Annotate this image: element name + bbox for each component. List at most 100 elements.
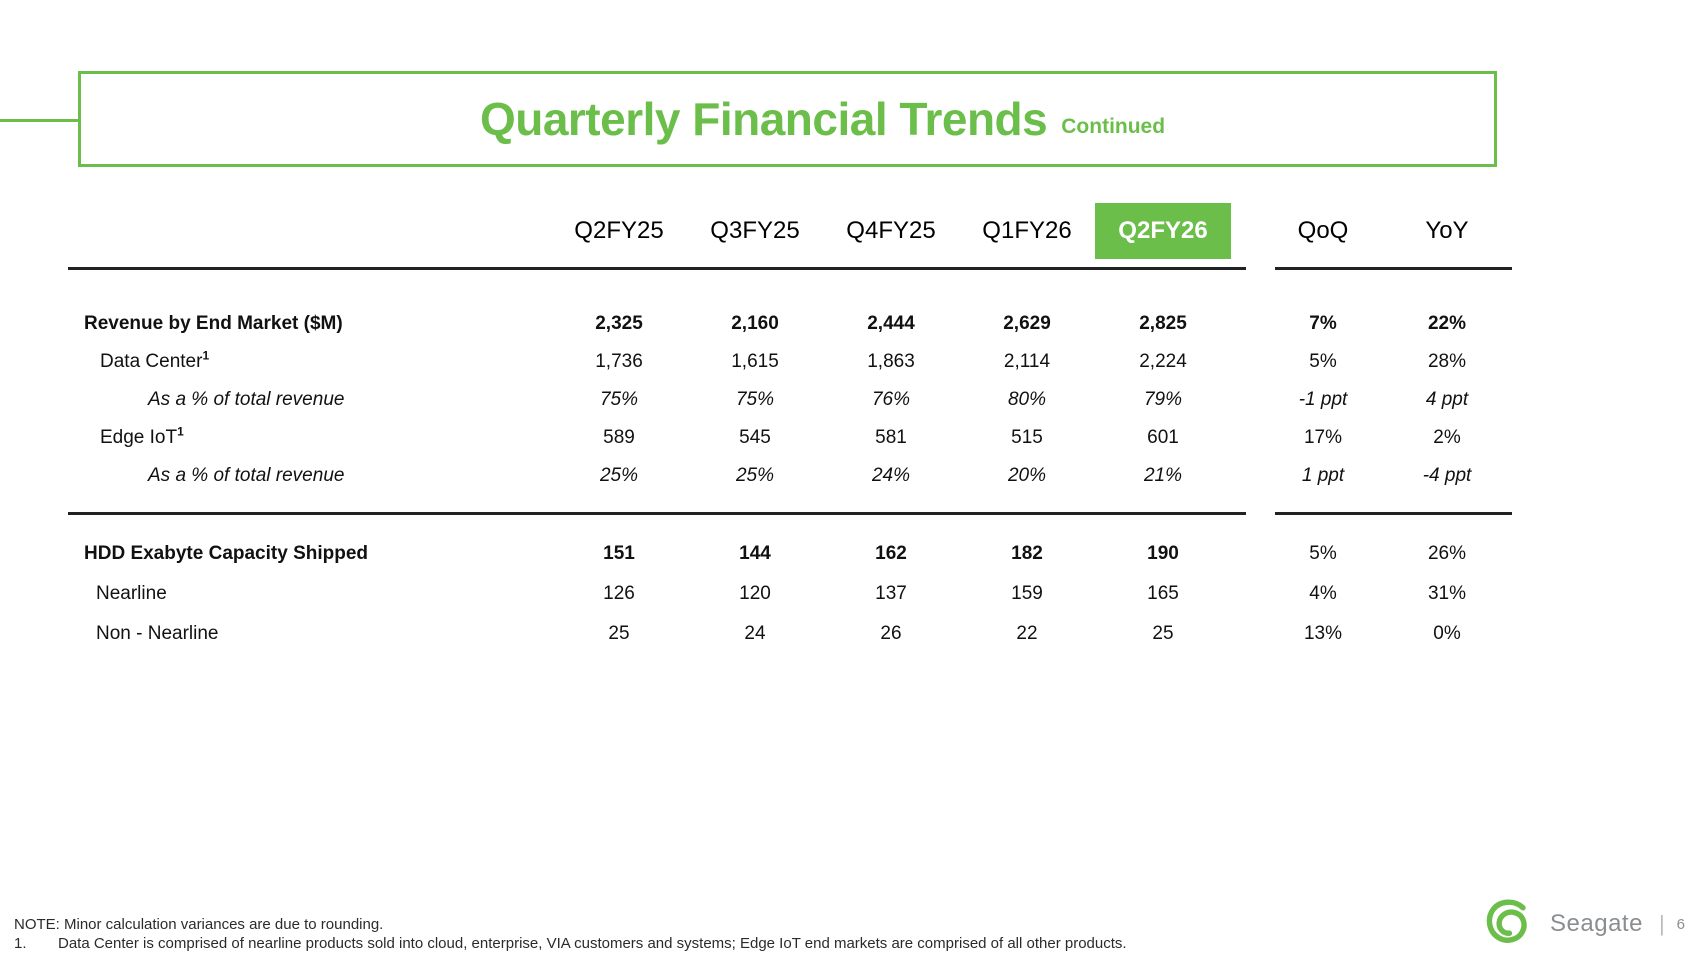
column-header-q2fy26: Q2FY26 <box>1095 203 1231 259</box>
divider-segment-qoq-yoy <box>1275 267 1512 270</box>
brand-divider: | <box>1658 911 1665 936</box>
value-cell: 1,736 <box>595 351 643 372</box>
value-cell: 2% <box>1433 427 1461 448</box>
column-header-q1fy26: Q1FY26 <box>982 217 1072 244</box>
seagate-logo-icon <box>1486 899 1527 943</box>
row-label: Nearline <box>96 583 167 604</box>
row-label: As a % of total revenue <box>148 389 345 410</box>
value-cell: 75% <box>735 389 775 410</box>
value-cell: 182 <box>1011 543 1043 564</box>
value-cell: 25% <box>599 465 639 486</box>
table-row: HDD Exabyte Capacity Shipped 151 144 162 182… <box>68 534 1512 574</box>
value-cell: 31% <box>1427 583 1467 604</box>
section-gap <box>68 495 1512 512</box>
row-label: Edge IoT1 <box>100 424 184 448</box>
value-cell: -4 ppt <box>1422 465 1472 486</box>
value-cell: 2,444 <box>867 313 915 334</box>
title-box: Quarterly Financial Trends Continued <box>78 71 1497 167</box>
table-row: As a % of total revenue 75% 75% 76% 80% 79% -1… <box>68 381 1512 419</box>
value-cell: 5% <box>1309 351 1337 372</box>
divider-segment-qoq-yoy <box>1275 512 1512 515</box>
row-label: HDD Exabyte Capacity Shipped <box>84 543 369 564</box>
divider-segment-main <box>68 512 1246 515</box>
title-group: Quarterly Financial Trends Continued <box>480 96 1165 142</box>
table-row: As a % of total revenue 25% 25% 24% 20% 21% 1 … <box>68 457 1512 495</box>
value-cell: 159 <box>1011 583 1043 604</box>
value-cell: 2,224 <box>1139 351 1187 372</box>
row-label: Data Center1 <box>100 348 210 372</box>
value-cell: 120 <box>739 583 771 604</box>
column-header-qoq: QoQ <box>1297 217 1349 244</box>
value-cell: 79% <box>1143 389 1183 410</box>
column-header-q3fy25: Q3FY25 <box>710 217 800 244</box>
value-cell: 26% <box>1427 543 1467 564</box>
footnote-number: 1. <box>14 935 27 952</box>
value-cell: 1,615 <box>731 351 779 372</box>
green-accent-line <box>0 119 80 122</box>
rounding-note: NOTE: Minor calculation variances are du… <box>14 916 384 933</box>
row-label: As a % of total revenue <box>148 465 345 486</box>
brand-footer: Seagate | 6 <box>1484 898 1685 950</box>
footnote-marker: 1 <box>202 348 210 363</box>
value-cell: 24% <box>871 465 911 486</box>
table-section-exabytes: HDD Exabyte Capacity Shipped 151 144 162 182… <box>68 534 1512 654</box>
value-cell: 515 <box>1011 427 1043 448</box>
value-cell: 2,629 <box>1003 313 1051 334</box>
value-cell: 22% <box>1427 313 1467 334</box>
column-header-q4fy25: Q4FY25 <box>846 217 936 244</box>
page-title-suffix: Continued <box>1061 115 1166 138</box>
value-cell: 21% <box>1143 465 1183 486</box>
value-cell: 151 <box>603 543 635 564</box>
footnote-text: Data Center is comprised of nearline pro… <box>58 935 1127 952</box>
value-cell: 162 <box>875 543 907 564</box>
value-cell: 190 <box>1147 543 1179 564</box>
value-cell: 1 ppt <box>1301 465 1345 486</box>
value-cell: 7% <box>1309 313 1337 334</box>
value-cell: 25 <box>1152 623 1174 644</box>
brand-wordmark: Seagate <box>1550 910 1643 937</box>
value-cell: 13% <box>1303 623 1343 644</box>
value-cell: 144 <box>739 543 771 564</box>
value-cell: 2,325 <box>595 313 643 334</box>
page-number: 6 <box>1676 915 1685 933</box>
table-row: Non - Nearline 25 24 26 22 25 13% 0% <box>68 614 1512 654</box>
footer-notes: NOTE: Minor calculation variances are du… <box>14 916 1127 953</box>
value-cell: 589 <box>603 427 635 448</box>
table-row: Nearline 126 120 137 159 165 4% 31% <box>68 574 1512 614</box>
value-cell: 26 <box>880 623 902 644</box>
value-cell: 75% <box>599 389 639 410</box>
value-cell: 80% <box>1007 389 1047 410</box>
value-cell: 545 <box>739 427 771 448</box>
row-label: Revenue by End Market ($M) <box>84 313 343 334</box>
divider-segment-main <box>68 267 1246 270</box>
value-cell: 76% <box>871 389 911 410</box>
footnote-1: 1. Data Center is comprised of nearline … <box>14 935 1127 953</box>
value-cell: 20% <box>1007 465 1047 486</box>
column-header-yoy: YoY <box>1425 217 1469 244</box>
value-cell: -1 ppt <box>1298 389 1348 410</box>
value-cell: 4% <box>1309 583 1337 604</box>
value-cell: 17% <box>1303 427 1343 448</box>
value-cell: 2,825 <box>1139 313 1187 334</box>
footnote-marker: 1 <box>177 424 184 439</box>
value-cell: 24 <box>744 623 766 644</box>
value-cell: 22 <box>1016 623 1038 644</box>
value-cell: 137 <box>875 583 907 604</box>
table-section-revenue: Revenue by End Market ($M) 2,325 2,160 2,44… <box>68 305 1512 495</box>
value-cell: 2,160 <box>731 313 779 334</box>
table-row: Edge IoT1 589 545 581 515 601 17% 2% <box>68 419 1512 457</box>
value-cell: 126 <box>603 583 635 604</box>
value-cell: 4 ppt <box>1425 389 1469 410</box>
financial-table: Q2FY25 Q3FY25 Q4FY25 Q1FY26 Q2FY26 QoQ YoY Rev… <box>68 195 1512 654</box>
row-label: Non - Nearline <box>96 623 219 644</box>
value-cell: 25% <box>735 465 775 486</box>
value-cell: 0% <box>1433 623 1461 644</box>
value-cell: 25 <box>608 623 630 644</box>
page-title: Quarterly Financial Trends <box>479 93 1048 145</box>
value-cell: 28% <box>1427 351 1467 372</box>
section-divider <box>68 512 1512 515</box>
table-row: Data Center1 1,736 1,615 1,863 2,114 2,224 5% 2… <box>68 343 1512 381</box>
value-cell: 165 <box>1147 583 1179 604</box>
value-cell: 5% <box>1309 543 1337 564</box>
value-cell: 581 <box>875 427 907 448</box>
